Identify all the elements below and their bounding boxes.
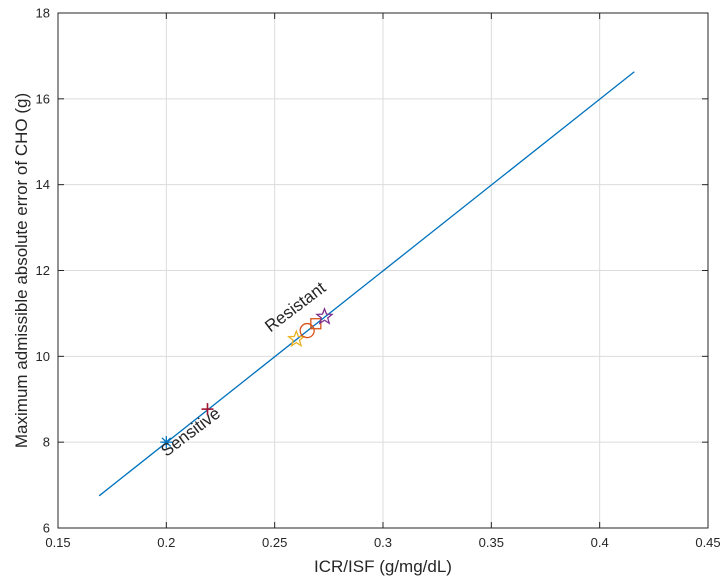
y-axis-label: Maximum admissible absolute error of CHO… [12, 93, 31, 448]
markers [160, 307, 334, 449]
marker-square [310, 318, 322, 330]
annotations: Resistant Sensitive [157, 278, 329, 460]
y-tick-label: 12 [36, 263, 50, 278]
y-tick-label: 10 [36, 349, 50, 364]
marker-plus [201, 403, 214, 416]
marker-star [315, 307, 334, 325]
x-tick-label: 0.2 [157, 535, 175, 550]
y-tick-label: 6 [43, 521, 50, 536]
y-tick-label: 8 [43, 435, 50, 450]
marker-circle [299, 322, 315, 339]
annotation-label: Resistant [261, 278, 329, 336]
series-line [98, 71, 635, 497]
y-tick-label: 14 [36, 177, 50, 192]
x-tick-label: 0.35 [479, 535, 504, 550]
x-tick-label: 0.25 [262, 535, 287, 550]
axis-ticks: 0.15 0.2 0.25 0.3 0.35 0.4 0.45 6 8 10 12 14 16 18 [36, 6, 721, 551]
x-tick-label: 0.15 [45, 535, 70, 550]
x-axis-label: ICR/ISF (g/mg/dL) [314, 557, 452, 576]
series [98, 71, 635, 497]
x-tick-label: 0.45 [695, 535, 720, 550]
annotation-label: Sensitive [157, 404, 224, 461]
marker-star [286, 329, 306, 348]
marker-asterisk [160, 436, 173, 449]
y-tick-label: 18 [36, 6, 50, 21]
x-tick-label: 0.3 [374, 535, 392, 550]
x-tick-label: 0.4 [591, 535, 609, 550]
y-tick-label: 16 [36, 91, 50, 106]
